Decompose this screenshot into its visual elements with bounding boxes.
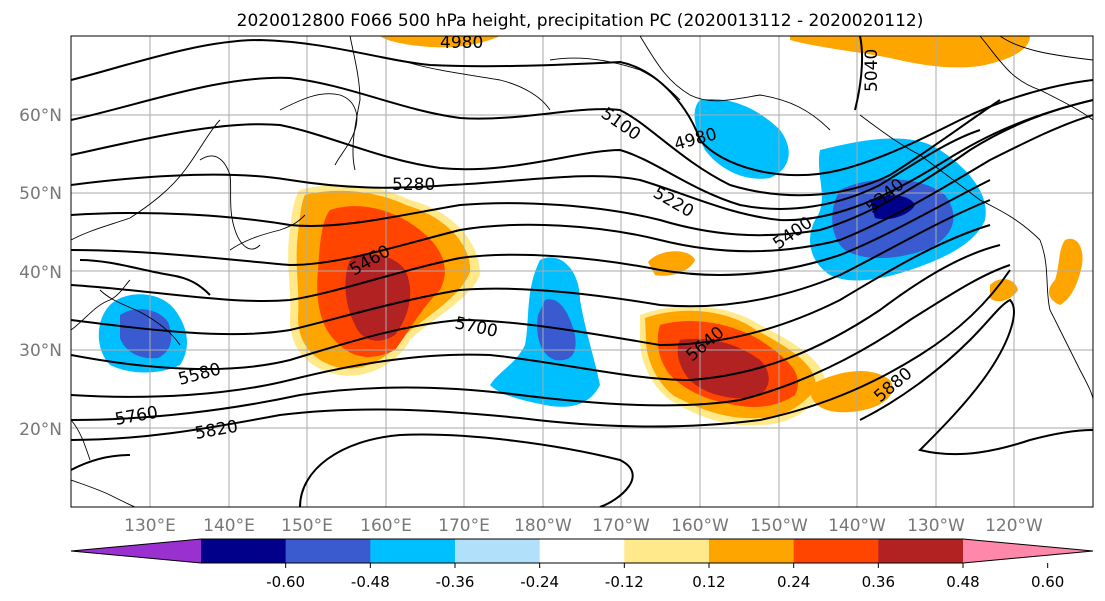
map-title: 2020012800 F066 500 hPa height, precipit… <box>237 11 924 31</box>
colorbar-extend-high <box>963 539 1093 563</box>
colorbar-tick-label: -0.48 <box>351 573 390 591</box>
lon-label: 160°W <box>671 516 729 536</box>
positive-anomaly-west-pacific <box>288 184 480 376</box>
coastlines <box>71 36 1093 507</box>
negative-anomaly-central <box>490 257 600 407</box>
longitude-labels: 130°E 140°E 150°E 160°E 170°E 180°W 170°… <box>124 516 1043 536</box>
contour-label-5280: 5280 <box>392 175 435 195</box>
colorbar-segment <box>709 539 795 563</box>
lon-label: 150°E <box>281 516 333 536</box>
lat-label: 60°N <box>19 106 62 126</box>
lon-label: 170°E <box>438 516 490 536</box>
colorbar-outline <box>70 538 1094 564</box>
colorbar-tick-label: 0.60 <box>1031 573 1064 591</box>
colorbar: -0.60 -0.48 -0.36 -0.24 -0.12 0.12 0.24 0.36 0.4… <box>70 538 1094 591</box>
lon-label: 170°W <box>592 516 650 536</box>
graticule <box>71 36 1093 507</box>
colorbar-tick-label: -0.12 <box>605 573 644 591</box>
lon-label: 140°E <box>203 516 255 536</box>
lon-label: 150°W <box>750 516 808 536</box>
lat-label: 50°N <box>19 184 62 204</box>
contour-label-5040: 5040 <box>862 49 882 92</box>
negative-anomaly-west <box>98 294 187 373</box>
lon-label: 160°E <box>360 516 412 536</box>
colorbar-segment <box>370 539 456 563</box>
lat-label: 30°N <box>19 341 62 361</box>
positive-anomaly-northeast <box>380 36 1083 305</box>
colorbar-tick-label: 0.24 <box>777 573 810 591</box>
lon-label: 130°W <box>907 516 965 536</box>
colorbar-segment <box>201 539 287 563</box>
lat-label: 40°N <box>19 263 62 283</box>
lon-label: 120°W <box>985 516 1043 536</box>
colorbar-segment <box>624 539 710 563</box>
colorbar-segment <box>793 539 879 563</box>
map-frame <box>70 35 1094 508</box>
colorbar-tick-label: -0.36 <box>436 573 475 591</box>
colorbar-tick-label: 0.12 <box>692 573 725 591</box>
lon-label: 180°W <box>514 516 572 536</box>
map-panel <box>71 36 1093 507</box>
colorbar-segment <box>539 539 625 563</box>
colorbar-tick-label: 0.48 <box>946 573 979 591</box>
latitude-labels: 60°N 50°N 40°N 30°N 20°N <box>19 106 62 440</box>
colorbar-tick-label: 0.36 <box>862 573 895 591</box>
lat-label: 20°N <box>19 420 62 440</box>
colorbar-tick-label: -0.24 <box>520 573 559 591</box>
colorbar-segment <box>878 539 964 563</box>
contour-label-4980-top: 4980 <box>440 33 483 53</box>
colorbar-tick-label: -0.60 <box>266 573 305 591</box>
lon-label: 140°W <box>828 516 886 536</box>
lon-label: 130°E <box>124 516 176 536</box>
colorbar-segment <box>455 539 541 563</box>
colorbar-extend-low <box>71 539 201 563</box>
height-contours <box>71 36 1093 507</box>
colorbar-segment <box>285 539 371 563</box>
